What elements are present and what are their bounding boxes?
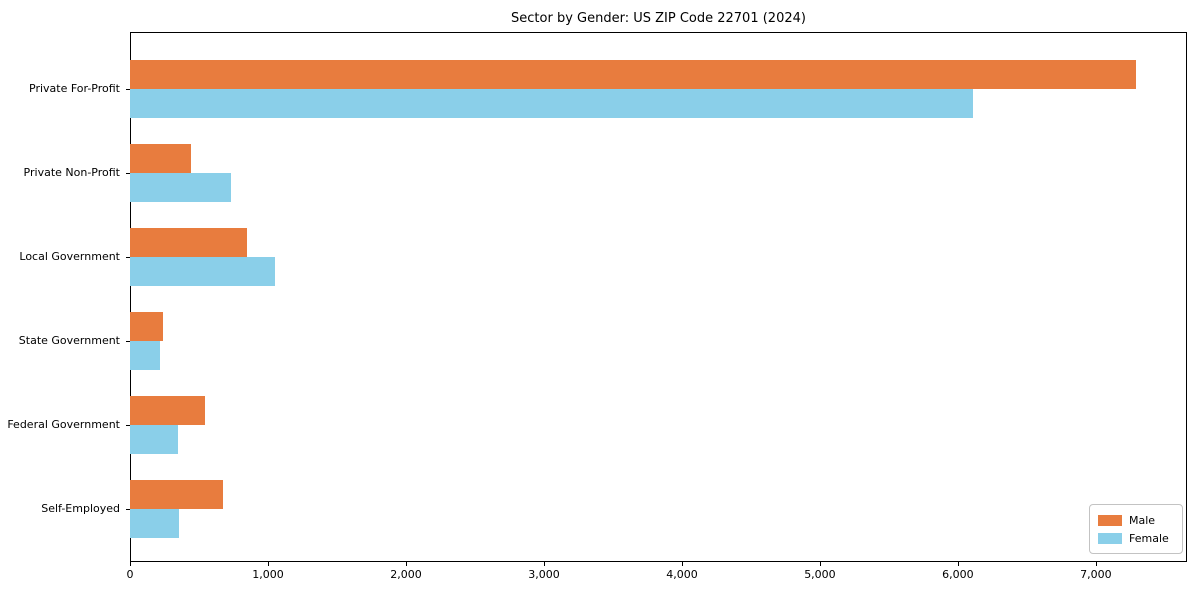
y-tick-mark xyxy=(126,425,130,426)
x-axis-tick-label: 7,000 xyxy=(1080,568,1112,581)
plot-area xyxy=(130,32,1187,562)
legend-item-female: Female xyxy=(1098,532,1174,545)
bar-male-private-non-profit xyxy=(130,144,192,173)
bar-male-federal-government xyxy=(130,396,205,425)
x-tick-mark xyxy=(405,562,407,566)
x-tick-mark xyxy=(819,562,821,566)
x-axis-tick-label: 5,000 xyxy=(804,568,836,581)
x-axis-tick-label: 6,000 xyxy=(942,568,974,581)
bar-male-state-government xyxy=(130,312,164,341)
y-tick-mark xyxy=(126,257,130,258)
legend: Male Female xyxy=(1089,504,1183,554)
x-tick-mark xyxy=(130,562,131,566)
legend-swatch-female xyxy=(1098,532,1122,544)
bar-male-self-employed xyxy=(130,480,224,509)
y-tick-mark xyxy=(126,173,130,174)
y-axis-label-federal-government: Federal Government xyxy=(7,418,120,431)
x-axis-tick-label: 0 xyxy=(126,568,134,581)
bar-female-self-employed xyxy=(130,509,179,538)
bar-female-state-government xyxy=(130,341,161,370)
y-axis-label-local-government: Local Government xyxy=(19,250,120,263)
bar-male-local-government xyxy=(130,228,247,257)
x-tick-mark xyxy=(543,562,545,566)
bar-female-private-non-profit xyxy=(130,173,231,202)
y-axis-label-private-for-profit: Private For-Profit xyxy=(29,82,120,95)
x-axis-tick-label: 4,000 xyxy=(666,568,698,581)
x-axis-tick-label: 2,000 xyxy=(390,568,422,581)
y-tick-mark xyxy=(126,89,130,90)
x-tick-mark xyxy=(1095,562,1097,566)
bar-female-private-for-profit xyxy=(130,89,974,118)
x-tick-mark xyxy=(957,562,959,566)
legend-label-female: Female xyxy=(1129,531,1169,545)
chart-title: Sector by Gender: US ZIP Code 22701 (202… xyxy=(511,11,806,26)
x-axis-tick-label: 3,000 xyxy=(528,568,560,581)
x-axis-tick-label: 1,000 xyxy=(252,568,284,581)
legend-label-male: Male xyxy=(1129,513,1156,527)
y-tick-mark xyxy=(126,509,130,510)
y-tick-mark xyxy=(126,341,130,342)
y-axis-label-private-non-profit: Private Non-Profit xyxy=(23,166,120,179)
y-axis-label-state-government: State Government xyxy=(18,334,120,347)
bar-female-federal-government xyxy=(130,425,178,454)
y-axis-label-self-employed: Self-Employed xyxy=(41,502,120,515)
x-tick-mark xyxy=(267,562,269,566)
bar-female-local-government xyxy=(130,257,275,286)
legend-swatch-male xyxy=(1098,514,1122,526)
legend-item-male: Male xyxy=(1098,514,1174,527)
x-tick-mark xyxy=(681,562,683,566)
bar-male-private-for-profit xyxy=(130,60,1136,89)
